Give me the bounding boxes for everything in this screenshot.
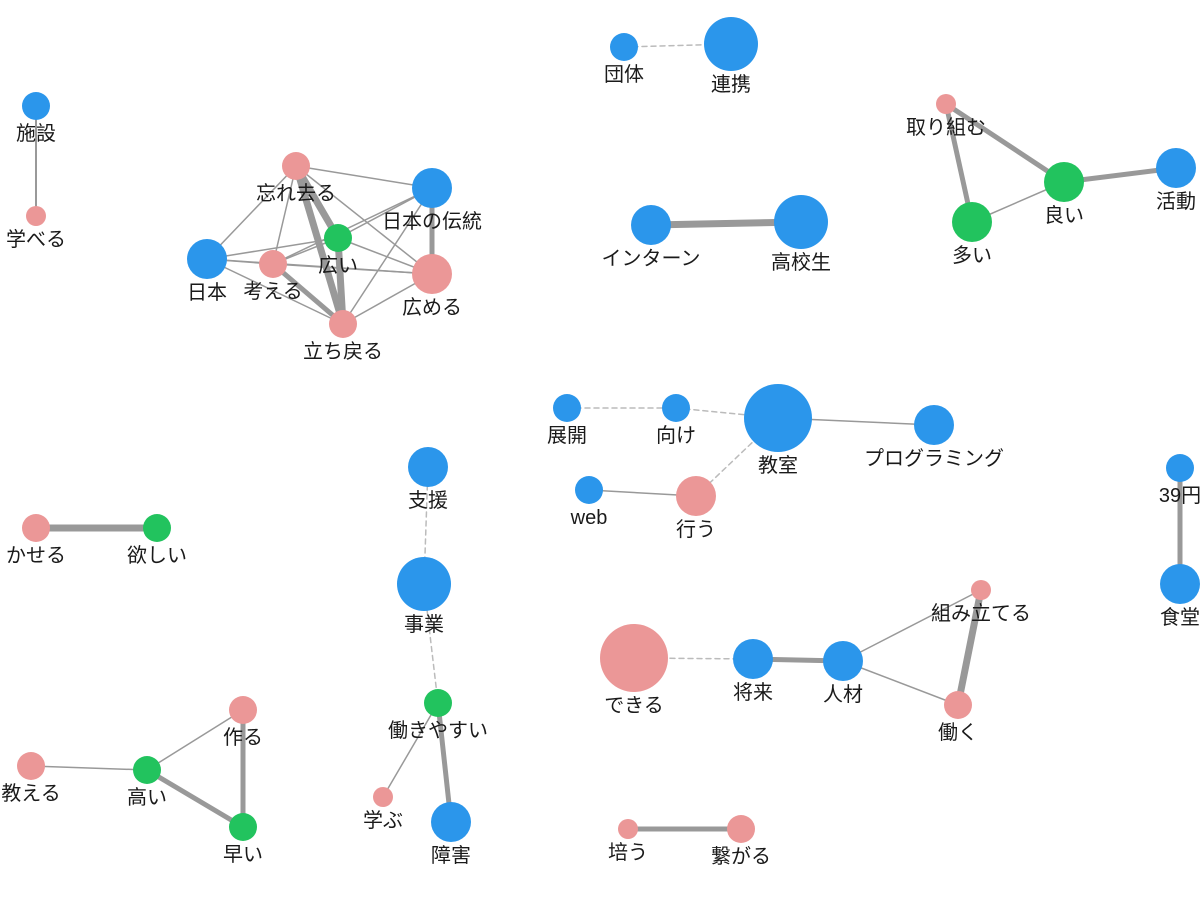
svg-text:働きやすい: 働きやすい (388, 719, 488, 742)
svg-text:連携: 連携 (711, 73, 751, 96)
svg-text:インターン: インターン (602, 247, 701, 270)
svg-text:日本: 日本 (187, 281, 227, 304)
svg-text:広い: 広い (318, 254, 358, 277)
svg-text:取り組む: 取り組む (906, 116, 986, 139)
svg-text:作る: 作る (223, 726, 263, 749)
svg-text:食堂: 食堂 (1160, 606, 1200, 629)
svg-text:教える: 教える (1, 782, 60, 805)
svg-text:働く: 働く (938, 721, 978, 744)
svg-text:忘れ去る: 忘れ去る (256, 182, 336, 205)
svg-text:向け: 向け (656, 424, 696, 447)
svg-text:繋がる: 繋がる (711, 845, 771, 868)
svg-text:活動: 活動 (1156, 190, 1196, 213)
svg-text:web: web (570, 507, 608, 529)
svg-text:人材: 人材 (823, 683, 863, 706)
svg-text:広める: 広める (402, 296, 462, 319)
svg-text:学べる: 学べる (6, 228, 66, 251)
svg-text:支援: 支援 (408, 489, 448, 512)
svg-text:早い: 早い (223, 844, 263, 866)
svg-text:施設: 施設 (16, 122, 56, 145)
svg-text:組み立てる: 組み立てる (931, 602, 1031, 625)
svg-text:障害: 障害 (431, 844, 471, 867)
svg-text:培う: 培う (608, 841, 648, 864)
svg-text:事業: 事業 (404, 613, 444, 636)
svg-text:日本の伝統: 日本の伝統 (382, 210, 482, 233)
svg-text:教室: 教室 (758, 454, 798, 477)
svg-text:行う: 行う (676, 518, 716, 541)
svg-text:展開: 展開 (547, 425, 587, 447)
svg-text:良い: 良い (1044, 204, 1084, 227)
svg-text:かせる: かせる (6, 545, 66, 567)
svg-text:高校生: 高校生 (771, 251, 831, 274)
svg-text:できる: できる (604, 695, 664, 717)
svg-text:考える: 考える (243, 280, 302, 303)
svg-text:学ぶ: 学ぶ (363, 809, 403, 832)
svg-text:将来: 将来 (733, 681, 773, 704)
svg-text:39円: 39円 (1159, 485, 1200, 507)
svg-text:高い: 高い (127, 786, 167, 809)
svg-text:団体: 団体 (604, 63, 644, 86)
svg-text:プログラミング: プログラミング (864, 447, 1004, 470)
svg-text:立ち戻る: 立ち戻る (303, 340, 383, 363)
svg-text:欲しい: 欲しい (127, 544, 187, 567)
svg-text:多い: 多い (952, 244, 992, 267)
